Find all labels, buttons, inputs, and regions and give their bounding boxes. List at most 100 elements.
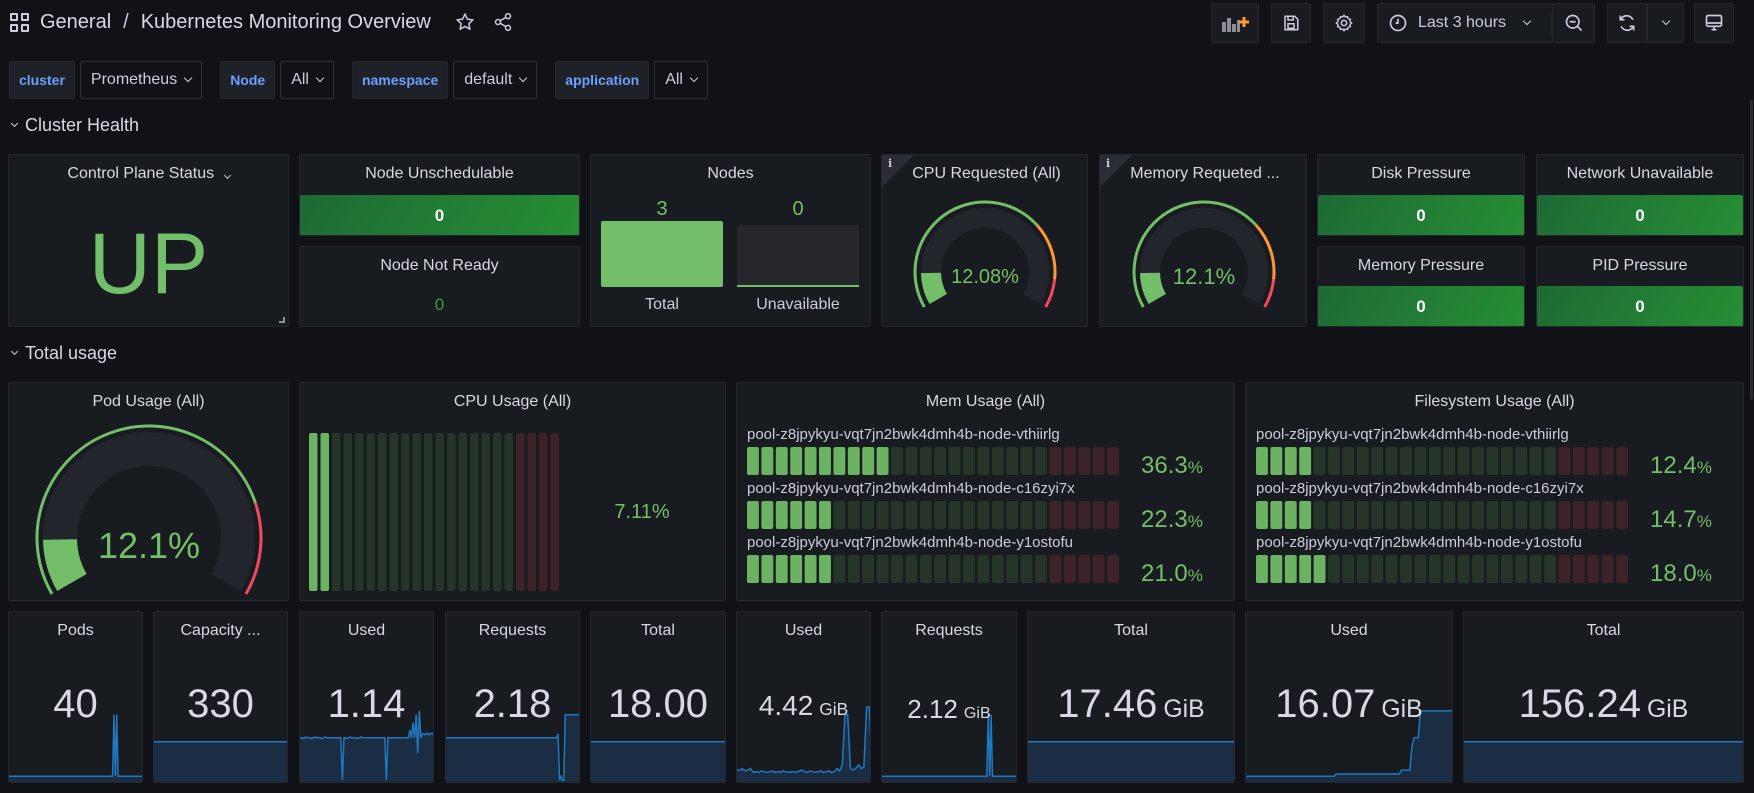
segment-empty <box>458 433 467 591</box>
segment-threshold <box>1107 555 1119 583</box>
panel-node-unschedulable[interactable]: Node Unschedulable 0 <box>299 154 580 236</box>
stat-panel-requests[interactable]: Requests 2.12 GiB <box>881 611 1017 783</box>
panel-title[interactable]: Pods <box>57 622 94 639</box>
panel-memory-pressure[interactable]: Memory Pressure 0 <box>1317 246 1525 327</box>
panel-cpu-requested[interactable]: i CPU Requested (All) 12.08% <box>881 154 1088 327</box>
panel-title[interactable]: Node Unschedulable <box>365 165 514 182</box>
segment-threshold <box>1572 555 1585 583</box>
segment-threshold <box>1558 555 1571 583</box>
segment-lit <box>1270 447 1283 475</box>
info-icon[interactable]: i <box>1106 157 1111 170</box>
sparkline-line <box>300 710 433 781</box>
segment-empty <box>905 501 918 529</box>
stat-panel-pods[interactable]: Pods 40 <box>8 611 143 783</box>
gauge-value-arc <box>1140 272 1167 304</box>
add-panel-button[interactable] <box>1211 3 1259 43</box>
panel-title[interactable]: Used <box>784 622 823 639</box>
panel-pid-pressure[interactable]: PID Pressure 0 <box>1536 246 1744 327</box>
panel-title[interactable]: Filesystem Usage (All) <box>1414 393 1575 410</box>
panel-title[interactable]: Total <box>641 622 675 639</box>
segment-empty <box>1414 501 1427 529</box>
panel-title[interactable]: Requests <box>915 622 983 639</box>
panel-disk-pressure[interactable]: Disk Pressure 0 <box>1317 154 1525 236</box>
info-corner[interactable] <box>1100 155 1132 187</box>
segment-lit <box>819 555 831 583</box>
breadcrumb-folder[interactable]: General <box>40 10 112 33</box>
panel-control-plane-status[interactable]: Control Plane Status UP <box>8 154 289 327</box>
dashboard-title[interactable]: Kubernetes Monitoring Overview <box>140 10 431 33</box>
sparkline-line <box>1246 710 1452 778</box>
time-range-picker-display[interactable]: Last 3 hours <box>1378 13 1552 33</box>
stat-panel-total[interactable]: Total 17.46 GiB <box>1027 611 1235 783</box>
panel-title[interactable]: Node Not Ready <box>380 257 499 274</box>
panel-node-not-ready[interactable]: Node Not Ready 0 <box>299 246 580 327</box>
refresh-interval-dropdown[interactable] <box>1647 3 1684 43</box>
panel-title[interactable]: Control Plane Status <box>9 165 288 183</box>
panel-title[interactable]: Pod Usage (All) <box>92 393 205 410</box>
segment-empty <box>1443 555 1456 583</box>
panel-mem-usage[interactable]: Mem Usage (All) pool-z8jpykyu-vqt7jn2bwk… <box>736 382 1235 601</box>
node-name-label: pool-z8jpykyu-vqt7jn2bwk4dmh4b-node-vthi… <box>747 426 1060 443</box>
stat-panel-used[interactable]: Used 16.07 GiB <box>1245 611 1453 783</box>
row-toggle-cluster-health[interactable]: Cluster Health <box>10 115 139 136</box>
dashboard-settings-button[interactable] <box>1323 3 1365 43</box>
segment-empty <box>389 433 398 591</box>
segment-empty <box>332 433 341 591</box>
segment-empty <box>1371 501 1384 529</box>
scrollbar[interactable] <box>1750 100 1753 400</box>
panel-title[interactable]: Total <box>1114 622 1148 639</box>
segment-empty <box>862 501 875 529</box>
row-toggle-total-usage[interactable]: Total usage <box>10 343 117 364</box>
sparkline-line <box>882 714 1016 778</box>
panel-cpu-usage[interactable]: CPU Usage (All) 7.11% <box>299 382 726 601</box>
stat-panel-capacity[interactable]: Capacity ... 330 <box>153 611 288 783</box>
panel-title[interactable]: Network Unavailable <box>1566 165 1714 182</box>
panel-pod-usage[interactable]: Pod Usage (All) 12.1% <box>8 382 289 601</box>
panel-network-unavailable[interactable]: Network Unavailable 0 <box>1536 154 1744 236</box>
panel-title[interactable]: Used <box>347 622 386 639</box>
variable-select-namespace[interactable]: default <box>453 61 538 99</box>
stat-panel-requests[interactable]: Requests 2.18 <box>445 611 580 783</box>
zoom-out-button[interactable] <box>1553 3 1595 43</box>
gear-icon <box>1335 14 1353 32</box>
segment-empty <box>1515 501 1528 529</box>
sparkline <box>9 714 142 782</box>
save-dashboard-button[interactable] <box>1271 3 1311 43</box>
panel-title[interactable]: Mem Usage (All) <box>925 393 1046 410</box>
panel-nodes[interactable]: Nodes 3 Total 0 Unavailable <box>590 154 871 327</box>
variable-select-application[interactable]: All <box>654 61 708 99</box>
panel-title[interactable]: Total <box>1586 622 1621 639</box>
segment-empty <box>378 433 387 591</box>
stat-panel-used[interactable]: Used 4.42 GiB <box>736 611 871 783</box>
panel-title[interactable]: Disk Pressure <box>1371 165 1471 182</box>
sparkline-area <box>154 741 287 782</box>
panel-title[interactable]: CPU Usage (All) <box>453 393 572 410</box>
panel-title[interactable]: Memory Pressure <box>1357 257 1485 274</box>
stat-panel-total[interactable]: Total 18.00 <box>590 611 726 783</box>
resize-handle[interactable] <box>279 317 285 323</box>
refresh-button[interactable] <box>1607 3 1647 43</box>
star-icon[interactable] <box>451 8 479 36</box>
sparkline-area <box>1464 741 1743 782</box>
variable-select-node[interactable]: All <box>280 61 334 99</box>
tv-mode-button[interactable] <box>1694 3 1734 43</box>
panel-title[interactable]: Memory Requeted ... <box>1130 165 1280 182</box>
stat-panel-total[interactable]: Total 156.24 GiB <box>1463 611 1744 783</box>
stat-panel-used[interactable]: Used 1.14 <box>299 611 434 783</box>
panel-memory-requested[interactable]: i Memory Requeted ... 12.1% <box>1099 154 1307 327</box>
stat-unit: GiB <box>1647 696 1689 723</box>
segment-threshold <box>1616 501 1628 529</box>
panel-title[interactable]: PID Pressure <box>1592 257 1688 274</box>
panel-title[interactable]: CPU Requested (All) <box>912 165 1061 182</box>
panel-title[interactable]: Nodes <box>707 165 754 182</box>
variable-select-cluster[interactable]: Prometheus <box>79 61 203 99</box>
panel-title[interactable]: Capacity ... <box>180 622 261 639</box>
info-corner[interactable] <box>882 155 914 187</box>
share-icon[interactable] <box>489 8 517 36</box>
panel-title[interactable]: Used <box>1330 622 1368 639</box>
info-icon[interactable]: i <box>888 157 893 170</box>
panel-title[interactable]: Requests <box>478 622 547 639</box>
dashboards-grid-icon[interactable] <box>8 11 30 33</box>
variable-value: All <box>665 71 683 88</box>
panel-filesystem-usage[interactable]: Filesystem Usage (All) pool-z8jpykyu-vqt… <box>1245 382 1744 601</box>
